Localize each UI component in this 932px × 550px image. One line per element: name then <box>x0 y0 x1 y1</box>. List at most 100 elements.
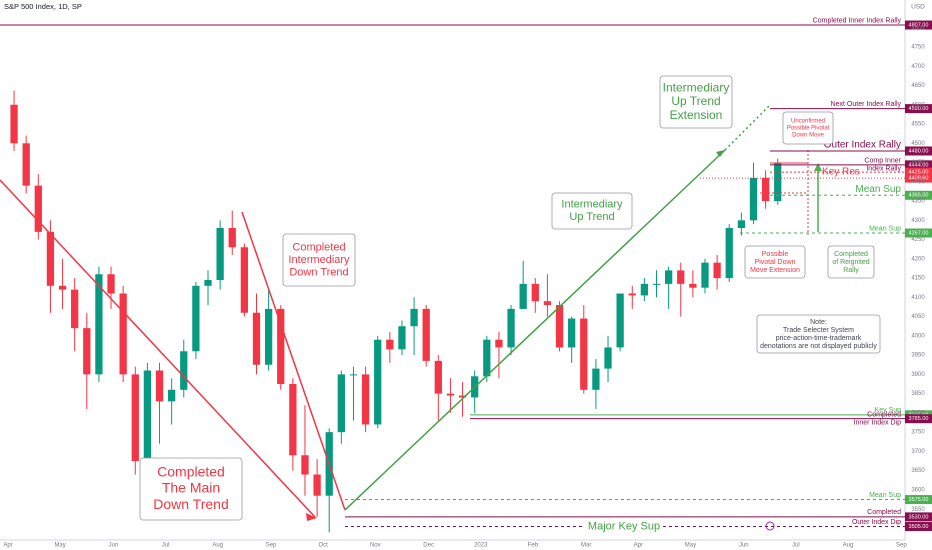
x-tick-label: Jun <box>739 543 749 549</box>
candle-body <box>119 293 127 375</box>
price-tag <box>905 190 932 200</box>
annotation-text: The Main <box>162 480 220 496</box>
x-tick-label: Mar <box>581 543 591 549</box>
x-tick-label: Aug <box>843 543 854 549</box>
annotation-text: Completed <box>834 251 868 258</box>
level-name: Next Outer Index Rally <box>831 101 902 108</box>
candle-body <box>446 393 455 396</box>
price-tag-label: 4409.60 <box>909 176 929 182</box>
y-tick-label: 3800 <box>911 410 925 416</box>
annotation-text: denotations are not displayed publicly <box>760 343 877 350</box>
candle-body <box>252 312 261 365</box>
candle-body <box>264 308 273 365</box>
y-tick-label: 4100 <box>911 295 925 301</box>
level-name: Completed <box>867 509 901 516</box>
y-tick-label: 3950 <box>911 353 925 359</box>
arrow-head <box>814 163 822 171</box>
candle-body <box>216 228 224 281</box>
currency: USD <box>911 4 925 11</box>
price-tag <box>905 228 932 238</box>
price-tag <box>905 522 932 532</box>
annotation-text: Move Extension <box>750 267 800 274</box>
candle-body <box>628 293 636 296</box>
candle-body <box>737 220 745 229</box>
annotation-text: Up Trend <box>671 94 720 108</box>
y-tick-label: 4800 <box>911 25 925 31</box>
annotation-box <box>139 457 243 521</box>
level-name: Key Sup <box>875 407 902 414</box>
arrow-head <box>306 513 317 521</box>
price-tag-label: 3785.00 <box>909 416 929 422</box>
level-name: Index Rally <box>866 166 901 173</box>
y-tick-label: 4000 <box>911 333 925 339</box>
annotation-text: Pivotal Down <box>755 259 796 266</box>
candle-body <box>386 339 394 350</box>
annotation-text: Intermediary <box>663 80 730 94</box>
x-tick-label: Oct <box>318 543 328 549</box>
annotation-text: Completed <box>292 241 345 253</box>
price-tag <box>905 104 932 114</box>
x-tick-label: 2023 <box>474 543 488 549</box>
price-tag <box>905 414 932 424</box>
annotation-box <box>782 111 834 145</box>
candle-body <box>483 339 491 377</box>
candle-body <box>604 347 612 369</box>
annotation-text: Intermediary <box>288 254 350 266</box>
up-trend-line <box>344 149 726 511</box>
candle-body <box>761 177 770 202</box>
y-tick-label: 4650 <box>911 83 925 89</box>
annotation-text: Down Move <box>792 132 824 138</box>
annotation-text: Down Trend <box>153 496 228 512</box>
arrow-head <box>716 150 725 157</box>
annotation-text: Up Trend <box>569 211 614 223</box>
candle-body <box>677 270 685 284</box>
candle-body <box>774 162 782 202</box>
candle-body <box>71 289 79 329</box>
price-tag <box>905 495 932 505</box>
candle-body <box>192 285 200 352</box>
price-tag-label: 4365.00 <box>909 193 929 199</box>
annotation-text: Rally <box>843 267 859 274</box>
intermediary-down-trend-line <box>241 211 346 511</box>
candle-body <box>204 280 212 286</box>
x-tick-label: Dec <box>423 543 434 549</box>
price-tag-label: 3505.00 <box>909 524 929 530</box>
candle-body <box>34 185 42 232</box>
y-tick-label: 4550 <box>911 122 925 128</box>
annotation-box <box>827 245 875 279</box>
candle-body <box>434 360 442 394</box>
level-name: Mean Sup <box>869 225 901 232</box>
y-tick-label: 3600 <box>911 488 925 494</box>
level-name: Inner Index Dip <box>854 420 902 427</box>
candle-body <box>289 384 297 456</box>
annotation-text: Down Trend <box>289 267 348 279</box>
candle-body <box>616 293 624 348</box>
price-tag-label: 4425.00 <box>909 170 929 176</box>
x-tick-label: Jul <box>792 543 800 549</box>
event-marker <box>765 521 775 531</box>
price-tag <box>905 20 932 30</box>
annotation-text: Trade Selecter System <box>783 327 854 334</box>
price-tag-label: 4267.00 <box>909 230 929 236</box>
candle-body <box>361 374 370 425</box>
candle-body <box>180 351 188 390</box>
y-tick-label: 4200 <box>911 256 925 262</box>
candle-body <box>349 374 358 376</box>
candle-body <box>95 274 103 375</box>
x-tick-label: Apr <box>634 543 643 549</box>
main-down-trend-line <box>0 179 316 518</box>
y-tick-label: 3900 <box>911 372 925 378</box>
candle-body <box>422 308 430 361</box>
y-tick-label: 4250 <box>911 237 925 243</box>
candle-body <box>143 370 152 462</box>
candle-body <box>507 308 515 348</box>
level-name: Outer Index Dip <box>852 519 901 526</box>
candle-body <box>580 318 588 390</box>
annotation-text: Possible <box>762 251 789 258</box>
key-res-label: Key Res <box>822 167 860 178</box>
level-name: Mean Sup <box>855 184 901 195</box>
candle-body <box>58 285 67 290</box>
candle-body <box>22 143 30 186</box>
candle-body <box>277 308 285 385</box>
